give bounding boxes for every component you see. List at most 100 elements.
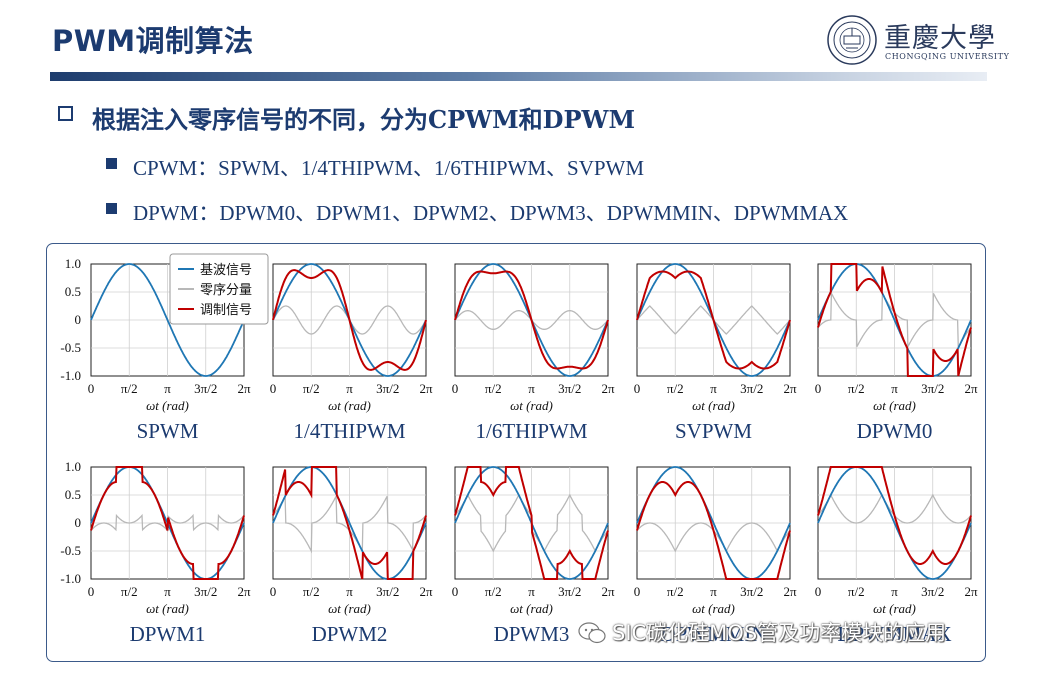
x-axis-label: ωt (rad) [873,601,916,616]
section-heading: 根据注入零序信号的不同，分为CPWM和DPWM [92,105,636,134]
x-tick-label: 3π/2 [194,381,217,396]
subplot-title: DPWMMAX [837,622,951,646]
y-tick-label: 1.0 [65,459,81,474]
modulated-line [817,263,972,377]
subplot-title: SVPWM [675,419,752,443]
fundamental-line [636,466,791,580]
y-tick-label: -1.0 [60,571,81,586]
subplot-title: 1/6THIPWM [476,419,588,443]
legend-label: 调制信号 [200,302,252,317]
x-tick-label: π/2 [121,584,138,599]
x-tick-label: π/2 [485,381,502,396]
x-tick-label: π/2 [667,381,684,396]
legend-label: 零序分量 [200,282,252,297]
fundamental-line [817,466,972,580]
subplot-16thipwm: 0 π/2 π 3π/2 2π ωt (rad) 1/6THIPWM [452,263,615,443]
modulated-line [454,270,609,370]
x-tick-label: 3π/2 [558,381,581,396]
subplot-dpwm1: 1.0 0.5 0 -0.5 -1.0 0 π/2 π 3π/2 2π ωt (rad) DPWM1 [60,459,251,646]
x-tick-label: 0 [815,584,822,599]
page-title: PWM调制算法 [52,24,254,58]
x-tick-label: 0 [270,381,277,396]
x-axis-label: ωt (rad) [692,398,735,413]
x-tick-label: 0 [634,584,641,599]
subplot-dpwm2: 0 π/2 π 3π/2 2π ωt (rad) DPWM2 [270,466,433,646]
x-tick-label: π/2 [848,381,865,396]
x-tick-label: π [891,584,898,599]
x-tick-label: 2π [601,584,615,599]
university-logo: 重慶大學 CHONGQING UNIVERSITY [826,12,1009,68]
x-tick-label: 2π [419,381,433,396]
university-name-cn: 重慶大學 [884,23,996,54]
subplot-svpwm: 0 π/2 π 3π/2 2π ωt (rad) SVPWM [634,263,797,443]
modulated-line [272,466,427,580]
x-axis-label: ωt (rad) [510,398,553,413]
university-seal-icon [827,15,877,65]
x-tick-label: π/2 [121,381,138,396]
subplot-title: DPWM1 [130,622,206,646]
y-tick-label: 0 [75,515,82,530]
y-tick-label: -0.5 [60,543,81,558]
x-tick-label: 3π/2 [921,381,944,396]
x-tick-label: 3π/2 [194,584,217,599]
x-tick-label: 0 [270,584,277,599]
x-tick-label: π [891,381,898,396]
y-tick-label: 0 [75,312,82,327]
x-tick-label: 3π/2 [376,584,399,599]
subplot-dpwm3: 0 π/2 π 3π/2 2π ωt (rad) DPWM3 [452,466,615,646]
y-tick-label: 1.0 [65,256,81,271]
subplot-title: DPWM0 [857,419,933,443]
subplot-dpwm0: 0 π/2 π 3π/2 2π ωt (rad) DPWM0 [815,263,978,443]
legend-label: 基波信号 [200,262,252,277]
x-tick-label: π [346,381,353,396]
modulated-line [636,481,791,580]
x-axis-label: ωt (rad) [328,398,371,413]
y-tick-label: -1.0 [60,368,81,383]
x-axis-label: ωt (rad) [873,398,916,413]
modulated-line [454,466,609,580]
bullet-cpwm: CPWM：SPWM、1/4THIPWM、1/6THIPWM、SVPWM [133,156,645,180]
university-name-en: CHONGQING UNIVERSITY [885,52,1010,61]
x-tick-label: 0 [88,381,95,396]
x-tick-label: 2π [964,381,978,396]
subplot-title: DPWM2 [312,622,388,646]
x-tick-label: π [164,381,171,396]
bullet-square-icon [106,158,117,169]
x-tick-label: π/2 [485,584,502,599]
x-tick-label: 2π [601,381,615,396]
x-axis-label: ωt (rad) [510,601,553,616]
fundamental-line [272,466,427,580]
modulated-line [272,269,427,371]
x-tick-label: π/2 [303,584,320,599]
x-tick-label: 0 [452,381,459,396]
x-tick-label: π/2 [667,584,684,599]
x-axis-label: ωt (rad) [328,601,371,616]
modulated-line [90,466,245,580]
x-tick-label: 2π [237,584,251,599]
x-tick-label: 3π/2 [740,584,763,599]
watermark-text: SIC碳化硅MOS管及功率模块的应用 [612,621,947,645]
x-tick-label: π [164,584,171,599]
bullet-dpwm: DPWM：DPWM0、DPWM1、DPWM2、DPWM3、DPWMMIN、DPW… [133,201,849,225]
y-tick-label: 0.5 [65,487,81,502]
x-tick-label: π [346,584,353,599]
x-axis-label: ωt (rad) [692,601,735,616]
x-tick-label: 0 [88,584,95,599]
x-tick-label: 3π/2 [740,381,763,396]
heading-checkbox-icon [58,106,73,121]
bullet-square-icon [106,203,117,214]
x-tick-label: π [528,584,535,599]
x-tick-label: 2π [964,584,978,599]
x-tick-label: π [710,584,717,599]
modulated-line [817,466,972,565]
subplot-dpwmmin: 0 π/2 π 3π/2 2π ωt (rad) DPWMMIN [634,466,797,646]
x-axis-label: ωt (rad) [146,398,189,413]
legend-box [169,253,269,325]
x-tick-label: 2π [237,381,251,396]
x-tick-label: π/2 [303,381,320,396]
fundamental-line [90,263,245,377]
x-tick-label: 2π [783,381,797,396]
x-tick-label: 3π/2 [921,584,944,599]
